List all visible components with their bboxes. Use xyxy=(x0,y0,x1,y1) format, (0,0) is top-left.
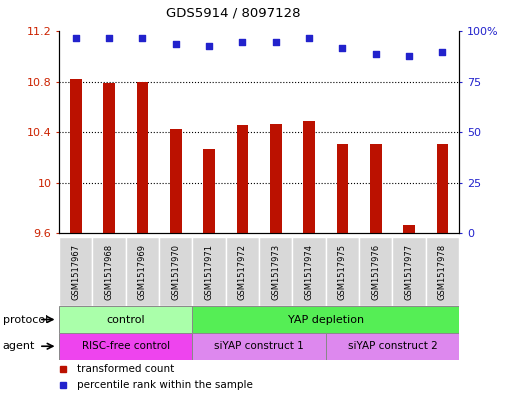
Text: protocol: protocol xyxy=(3,314,48,325)
Text: GSM1517976: GSM1517976 xyxy=(371,244,380,300)
Text: YAP depletion: YAP depletion xyxy=(288,314,364,325)
Text: GSM1517971: GSM1517971 xyxy=(205,244,213,300)
Bar xyxy=(203,149,215,233)
Text: GSM1517973: GSM1517973 xyxy=(271,244,280,300)
Bar xyxy=(337,144,348,233)
Text: GSM1517968: GSM1517968 xyxy=(105,244,113,300)
Bar xyxy=(392,237,426,306)
Text: GSM1517967: GSM1517967 xyxy=(71,244,80,300)
Bar xyxy=(236,125,248,233)
Point xyxy=(438,48,446,55)
Point xyxy=(271,39,280,45)
Bar xyxy=(370,144,382,233)
Bar xyxy=(126,237,159,306)
Bar xyxy=(70,79,82,233)
Bar xyxy=(103,83,115,233)
Bar xyxy=(359,237,392,306)
Bar xyxy=(326,333,459,360)
Point xyxy=(105,34,113,40)
Text: GSM1517970: GSM1517970 xyxy=(171,244,180,300)
Text: control: control xyxy=(106,314,145,325)
Bar xyxy=(170,129,182,233)
Bar xyxy=(437,144,448,233)
Point xyxy=(405,53,413,59)
Point xyxy=(305,34,313,40)
Text: GSM1517974: GSM1517974 xyxy=(305,244,313,300)
Point xyxy=(138,34,146,40)
Point xyxy=(338,44,346,51)
Bar xyxy=(226,237,259,306)
Point xyxy=(238,39,246,45)
Point xyxy=(205,42,213,49)
Bar xyxy=(59,237,92,306)
Bar xyxy=(136,82,148,233)
Text: GSM1517978: GSM1517978 xyxy=(438,244,447,300)
Bar xyxy=(59,306,192,333)
Text: transformed count: transformed count xyxy=(77,364,174,374)
Text: siYAP construct 2: siYAP construct 2 xyxy=(348,341,437,351)
Bar xyxy=(92,237,126,306)
Text: GSM1517977: GSM1517977 xyxy=(405,244,413,300)
Text: agent: agent xyxy=(3,341,35,351)
Text: siYAP construct 1: siYAP construct 1 xyxy=(214,341,304,351)
Text: GDS5914 / 8097128: GDS5914 / 8097128 xyxy=(166,7,301,20)
Bar xyxy=(326,237,359,306)
Bar xyxy=(426,237,459,306)
Bar xyxy=(403,225,415,233)
Bar xyxy=(303,121,315,233)
Text: RISC-free control: RISC-free control xyxy=(82,341,170,351)
Bar xyxy=(259,237,292,306)
Bar xyxy=(292,237,326,306)
Bar xyxy=(192,306,459,333)
Text: percentile rank within the sample: percentile rank within the sample xyxy=(77,380,253,390)
Bar xyxy=(59,333,192,360)
Point xyxy=(371,51,380,57)
Point xyxy=(71,34,80,40)
Bar xyxy=(270,124,282,233)
Text: GSM1517969: GSM1517969 xyxy=(138,244,147,300)
Point xyxy=(171,40,180,47)
Bar xyxy=(159,237,192,306)
Bar xyxy=(192,237,226,306)
Text: GSM1517972: GSM1517972 xyxy=(238,244,247,300)
Text: GSM1517975: GSM1517975 xyxy=(338,244,347,300)
Bar xyxy=(192,333,326,360)
